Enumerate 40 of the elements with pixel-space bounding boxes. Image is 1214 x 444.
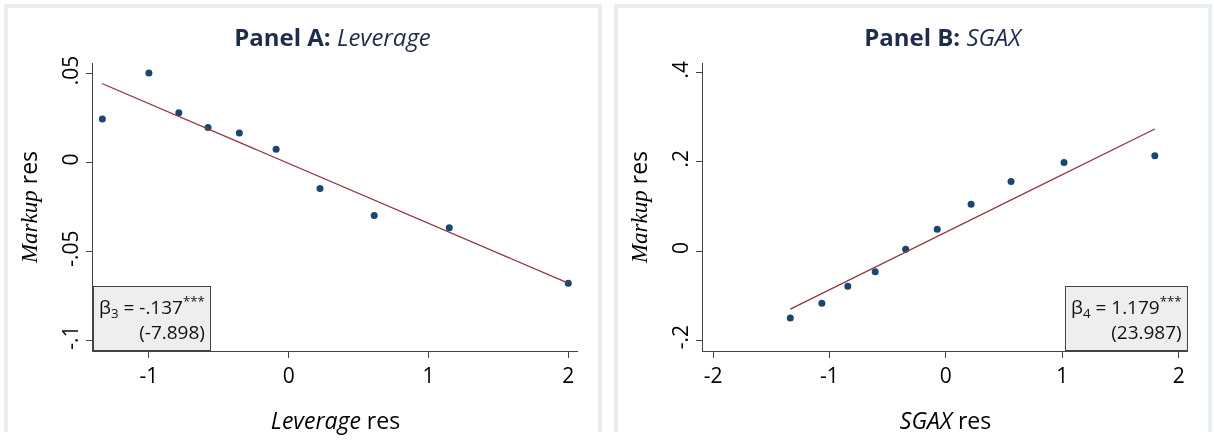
chart-title: Panel B: SGAX xyxy=(864,20,1024,54)
point xyxy=(1007,178,1015,186)
x-tick-label: 2 xyxy=(1172,361,1185,390)
point xyxy=(1151,152,1159,160)
x-tick-label: 2 xyxy=(562,361,575,390)
point xyxy=(1060,158,1068,166)
chart-title: Panel A: Leverage xyxy=(234,20,431,54)
point xyxy=(818,299,826,307)
x-tick-label: -1 xyxy=(139,361,159,390)
y-tick-label: .2 xyxy=(665,150,694,168)
x-tick-label: 1 xyxy=(1056,361,1069,390)
point xyxy=(967,200,975,208)
x-tick-label: 0 xyxy=(939,361,952,390)
y-tick-label: -.2 xyxy=(665,325,694,350)
point xyxy=(316,185,324,193)
y-tick-label: 0 xyxy=(665,241,694,254)
point xyxy=(786,314,794,322)
y-tick-label: .4 xyxy=(665,60,694,79)
point xyxy=(175,109,183,117)
x-axis-title: Leverage res xyxy=(270,404,401,436)
y-axis-title: Markup res xyxy=(12,150,44,265)
x-tick-label: 0 xyxy=(282,361,295,390)
x-tick-label: 1 xyxy=(422,361,435,390)
x-tick-label: -2 xyxy=(703,361,723,390)
point xyxy=(871,268,879,276)
point xyxy=(235,129,243,137)
y-axis-title: Markup res xyxy=(622,150,654,265)
x-tick-label: -1 xyxy=(820,361,839,390)
y-tick-label: -.05 xyxy=(55,230,84,267)
x-axis-title: SGAX res xyxy=(899,404,992,436)
y-tick-label: .05 xyxy=(55,55,84,86)
point xyxy=(370,211,378,219)
point xyxy=(445,224,453,232)
y-tick-label: -.1 xyxy=(55,325,84,350)
y-tick-label: 0 xyxy=(55,153,84,166)
point xyxy=(272,145,280,153)
point xyxy=(844,282,852,290)
point xyxy=(98,115,106,123)
point xyxy=(145,69,153,77)
point xyxy=(933,225,941,233)
